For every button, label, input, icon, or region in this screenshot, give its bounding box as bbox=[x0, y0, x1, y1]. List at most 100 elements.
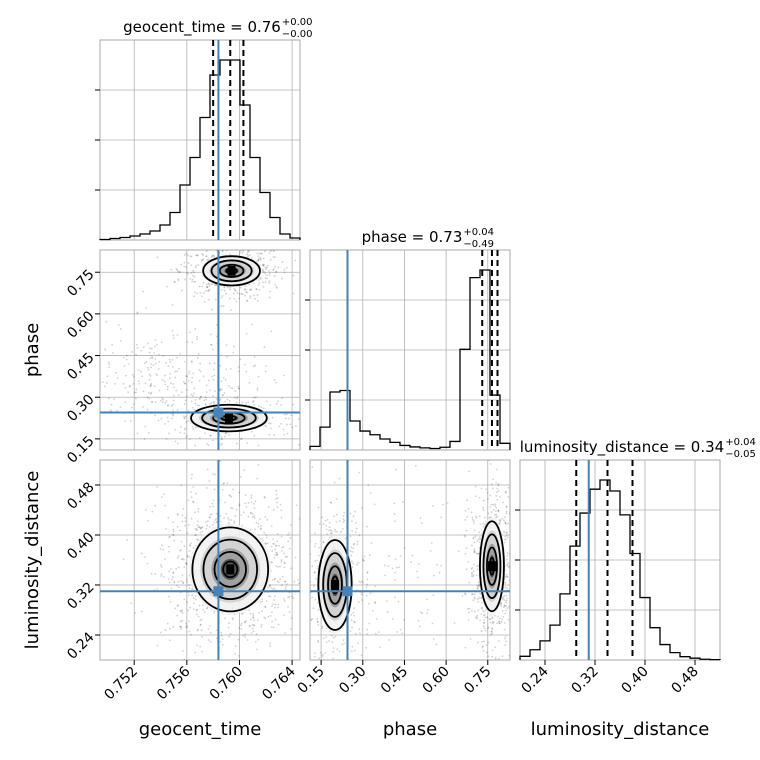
sample-point bbox=[351, 530, 354, 532]
sample-point bbox=[315, 577, 317, 580]
sample-point bbox=[498, 617, 501, 620]
sample-point bbox=[273, 599, 275, 601]
sample-point bbox=[246, 291, 248, 294]
sample-point bbox=[189, 255, 192, 258]
sample-point bbox=[159, 575, 162, 577]
sample-point bbox=[430, 542, 433, 544]
sample-point bbox=[249, 618, 252, 621]
sample-point bbox=[149, 392, 152, 395]
sample-point bbox=[201, 285, 204, 288]
sample-point bbox=[276, 552, 278, 555]
sample-point bbox=[145, 509, 147, 511]
sample-point bbox=[253, 294, 255, 297]
sample-point bbox=[302, 554, 304, 556]
sample-point bbox=[233, 521, 236, 524]
sample-point bbox=[160, 573, 163, 576]
sample-point bbox=[272, 256, 275, 258]
sample-point bbox=[208, 624, 211, 627]
sample-point bbox=[491, 627, 493, 630]
sample-point bbox=[261, 598, 264, 601]
sample-point bbox=[513, 476, 515, 478]
sample-point bbox=[228, 400, 231, 402]
sample-point bbox=[199, 624, 202, 627]
sample-point bbox=[237, 638, 240, 641]
sample-point bbox=[360, 654, 363, 657]
sample-point bbox=[276, 402, 278, 405]
sample-point bbox=[160, 341, 163, 344]
sample-point bbox=[104, 385, 106, 388]
title-plus: +0.00 bbox=[282, 17, 313, 28]
sample-point bbox=[476, 565, 478, 568]
sample-point bbox=[170, 417, 173, 420]
sample-point bbox=[306, 657, 308, 659]
sample-point bbox=[279, 578, 282, 581]
sample-point bbox=[97, 392, 99, 394]
sample-point bbox=[196, 524, 199, 527]
sample-point bbox=[487, 498, 489, 500]
sample-point bbox=[432, 594, 435, 597]
sample-point bbox=[250, 289, 253, 291]
sample-point bbox=[366, 578, 369, 581]
sample-point bbox=[173, 386, 175, 389]
sample-point bbox=[211, 472, 214, 475]
sample-point bbox=[264, 365, 267, 367]
sample-point bbox=[116, 409, 119, 412]
sample-point bbox=[94, 343, 96, 345]
sample-point bbox=[272, 626, 275, 629]
sample-point bbox=[257, 522, 260, 525]
sample-point bbox=[177, 270, 180, 273]
sample-point bbox=[210, 333, 212, 336]
sample-point bbox=[192, 500, 194, 503]
sample-point bbox=[247, 254, 249, 256]
sample-point bbox=[506, 597, 509, 600]
sample-point bbox=[259, 259, 262, 261]
sample-point bbox=[489, 621, 492, 624]
sample-point bbox=[386, 611, 389, 613]
sample-point bbox=[394, 571, 396, 574]
sample-point bbox=[246, 639, 249, 641]
sample-point bbox=[176, 512, 179, 515]
sample-point bbox=[191, 341, 194, 344]
sample-point bbox=[156, 644, 159, 647]
sample-point bbox=[273, 543, 275, 545]
sample-point bbox=[216, 335, 218, 338]
sample-point bbox=[185, 421, 188, 423]
sample-point bbox=[266, 277, 268, 280]
sample-point bbox=[288, 611, 291, 614]
sample-point bbox=[244, 621, 247, 624]
sample-point bbox=[268, 422, 270, 425]
sample-point bbox=[497, 661, 499, 663]
sample-point bbox=[498, 522, 501, 525]
sample-point bbox=[220, 296, 223, 299]
sample-point bbox=[221, 488, 224, 491]
sample-point bbox=[514, 564, 516, 566]
sample-point bbox=[472, 599, 475, 602]
sample-point bbox=[226, 286, 229, 289]
sample-point bbox=[322, 523, 325, 525]
sample-point bbox=[499, 520, 502, 523]
sample-point bbox=[489, 506, 492, 508]
sample-point bbox=[219, 389, 222, 391]
sample-point bbox=[395, 468, 397, 471]
sample-point bbox=[187, 499, 190, 502]
sample-point bbox=[504, 612, 507, 615]
sample-point bbox=[177, 279, 180, 282]
histogram-luminosity_distance bbox=[519, 479, 721, 661]
sample-point bbox=[438, 571, 441, 574]
sample-point bbox=[196, 254, 199, 257]
sample-point bbox=[156, 343, 158, 346]
sample-point bbox=[285, 586, 287, 588]
sample-point bbox=[252, 502, 255, 505]
sample-point bbox=[212, 368, 215, 371]
sample-point bbox=[483, 627, 486, 630]
sample-point bbox=[214, 473, 216, 476]
title-plus: +0.04 bbox=[725, 437, 756, 448]
sample-point bbox=[207, 282, 210, 285]
sample-point bbox=[479, 538, 482, 540]
sample-point bbox=[230, 496, 233, 498]
y-axis-label: phase bbox=[22, 323, 43, 377]
sample-point bbox=[472, 520, 475, 523]
sample-point bbox=[199, 623, 202, 626]
sample-point bbox=[130, 420, 132, 422]
sample-point bbox=[367, 484, 370, 487]
